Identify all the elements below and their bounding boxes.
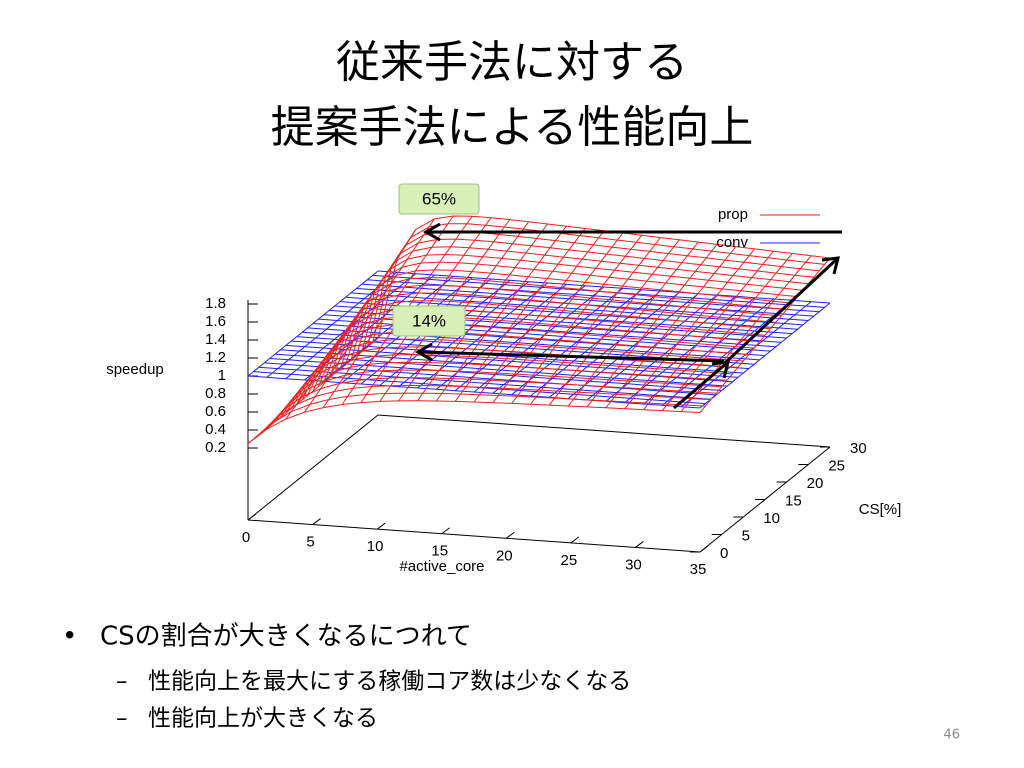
legend-label: prop: [718, 206, 748, 223]
z-tick-label: 1.2: [205, 349, 226, 366]
z-tick-label: 1: [218, 367, 226, 384]
tick-mark: [376, 522, 386, 530]
prop-surface: [661, 253, 793, 411]
sub-bullet: 性能向上が大きくなる: [148, 706, 378, 732]
tick-mark: [312, 518, 321, 525]
callout: 14%: [412, 311, 446, 330]
axis: [377, 414, 831, 448]
sub-bullet-mark: –: [116, 669, 128, 695]
z-tick-label: 0.2: [205, 439, 226, 456]
callout-box: [398, 183, 480, 215]
arrow: [673, 360, 729, 410]
callout: 65%: [422, 189, 456, 208]
y-tick-label: 20: [807, 475, 824, 492]
sub-bullet: 性能向上を最大にする稼働コア数は少なくなる: [148, 669, 631, 695]
bullet-mark: •: [62, 622, 77, 652]
arrow: [724, 256, 840, 364]
tick-mark: [441, 527, 451, 535]
x-tick-label: 5: [306, 534, 314, 551]
prop-surface: [253, 392, 706, 440]
conv-surface: [377, 270, 831, 304]
y-tick-label: 5: [742, 527, 750, 544]
z-tick-label: 0.8: [205, 385, 226, 402]
prop-surface: [680, 255, 812, 412]
x-tick-label: 20: [496, 547, 513, 564]
x-axis-label: #active_core: [399, 558, 484, 575]
y-tick-label: 0: [720, 545, 728, 562]
z-tick-label: 1.8: [205, 295, 226, 312]
axis: [247, 414, 379, 521]
tick-mark: [247, 513, 257, 521]
title-line: 従来手法に対する: [336, 37, 688, 88]
arrow-head: [417, 350, 433, 362]
x-tick-label: 30: [625, 556, 642, 573]
bullet: CSの割合が大きくなるにつれて: [100, 622, 472, 652]
x-tick-label: 0: [242, 529, 250, 546]
plot: 1.81.61.41.210.80.60.40.20 5 10 15 20 25 30 350…: [106, 206, 901, 578]
prop-surface: [372, 223, 825, 344]
z-tick-label: 0.6: [205, 403, 226, 420]
tick-mark: [699, 545, 709, 553]
arrow-head: [422, 222, 441, 242]
tick-mark: [635, 541, 644, 548]
y-tick-label: 30: [850, 440, 867, 457]
arrow: [419, 350, 725, 363]
y-tick-label: 15: [785, 492, 802, 509]
tick-mark: [570, 536, 580, 544]
title-line: 提案手法による性能向上: [271, 102, 754, 153]
conv-surface: [699, 302, 831, 409]
y-tick-label: 10: [763, 510, 780, 527]
page-number: 46: [943, 728, 960, 743]
z-tick-label: 1.4: [205, 331, 226, 348]
y-tick-label: 25: [828, 457, 845, 474]
x-tick-label: 35: [690, 561, 707, 578]
callout-box: [392, 305, 466, 337]
x-tick-label: 10: [367, 538, 384, 555]
z-tick-label: 1.6: [205, 313, 226, 330]
x-tick-label: 25: [561, 552, 578, 569]
prop-surface: [355, 246, 809, 357]
arrow-head: [821, 256, 840, 275]
prop-surface: [643, 250, 774, 411]
sub-bullet-mark: –: [116, 706, 128, 732]
prop-surface: [454, 228, 586, 402]
x-tick-label: 15: [431, 543, 448, 560]
y-axis-label: CS[%]: [859, 501, 902, 518]
conv-surface: [361, 283, 814, 317]
annotations: [414, 222, 842, 410]
tick-mark: [505, 531, 515, 539]
legend-label: conv: [716, 234, 748, 251]
z-axis-label: speedup: [106, 361, 164, 378]
z-tick-label: 0.4: [205, 421, 226, 438]
